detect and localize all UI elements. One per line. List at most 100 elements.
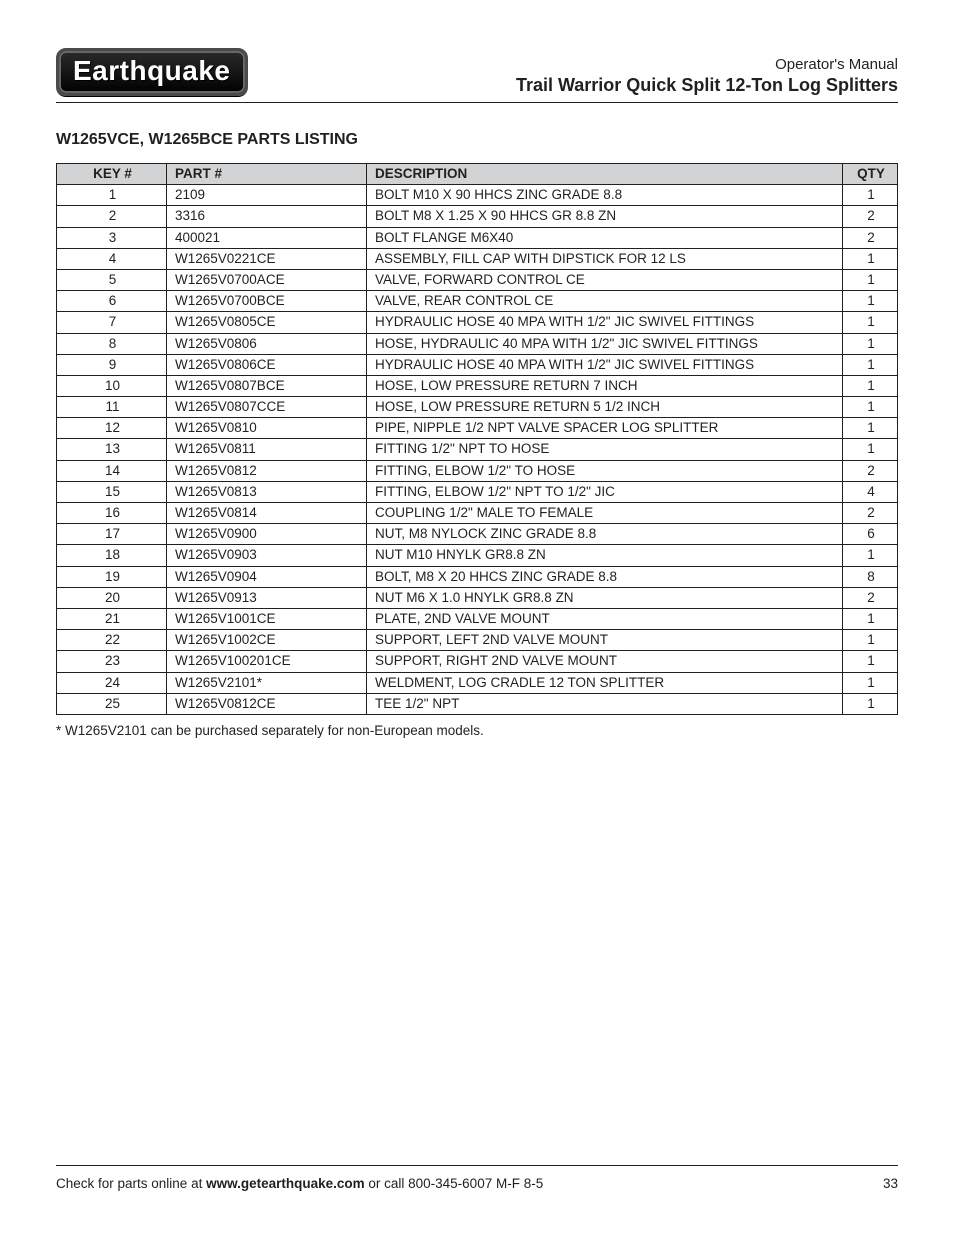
table-cell: 1 (843, 651, 898, 672)
table-cell: 1 (843, 312, 898, 333)
table-cell: W1265V0814 (167, 503, 367, 524)
brand-logo-text: Earthquake (73, 55, 231, 86)
table-row: 23W1265V100201CESUPPORT, RIGHT 2ND VALVE… (57, 651, 898, 672)
table-header-row: KEY # PART # DESCRIPTION QTY (57, 164, 898, 185)
table-row: 11W1265V0807CCEHOSE, LOW PRESSURE RETURN… (57, 397, 898, 418)
table-cell: 22 (57, 630, 167, 651)
table-cell: HYDRAULIC HOSE 40 MPA WITH 1/2" JIC SWIV… (367, 354, 843, 375)
table-cell: 19 (57, 566, 167, 587)
table-cell: 1 (843, 375, 898, 396)
table-cell: 2 (843, 227, 898, 248)
table-row: 8W1265V0806HOSE, HYDRAULIC 40 MPA WITH 1… (57, 333, 898, 354)
footer-prefix: Check for parts online at (56, 1176, 206, 1191)
table-cell: W1265V0903 (167, 545, 367, 566)
table-cell: 1 (57, 185, 167, 206)
table-cell: W1265V0806 (167, 333, 367, 354)
table-cell: 2 (57, 206, 167, 227)
table-cell: FITTING, ELBOW 1/2" NPT TO 1/2" JIC (367, 481, 843, 502)
table-cell: 1 (843, 269, 898, 290)
table-cell: BOLT, M8 X 20 HHCS ZINC GRADE 8.8 (367, 566, 843, 587)
table-cell: 6 (57, 291, 167, 312)
table-cell: 13 (57, 439, 167, 460)
table-cell: 21 (57, 608, 167, 629)
footer-suffix: or call 800-345-6007 M-F 8-5 (365, 1176, 544, 1191)
table-cell: HYDRAULIC HOSE 40 MPA WITH 1/2" JIC SWIV… (367, 312, 843, 333)
table-cell: 1 (843, 354, 898, 375)
table-cell: 5 (57, 269, 167, 290)
table-cell: W1265V0812CE (167, 693, 367, 714)
table-cell: 1 (843, 333, 898, 354)
table-row: 23316BOLT M8 X 1.25 X 90 HHCS GR 8.8 ZN2 (57, 206, 898, 227)
table-cell: W1265V100201CE (167, 651, 367, 672)
table-cell: 8 (57, 333, 167, 354)
footer-text: Check for parts online at www.getearthqu… (56, 1176, 543, 1191)
table-cell: 3 (57, 227, 167, 248)
table-cell: W1265V0913 (167, 587, 367, 608)
table-row: 4W1265V0221CEASSEMBLY, FILL CAP WITH DIP… (57, 248, 898, 269)
table-cell: 4 (843, 481, 898, 502)
table-cell: NUT, M8 NYLOCK ZINC GRADE 8.8 (367, 524, 843, 545)
table-cell: 2 (843, 460, 898, 481)
table-cell: 24 (57, 672, 167, 693)
col-header-desc: DESCRIPTION (367, 164, 843, 185)
col-header-qty: QTY (843, 164, 898, 185)
table-cell: 2109 (167, 185, 367, 206)
brand-logo: Earthquake (56, 48, 248, 96)
page-number: 33 (883, 1176, 898, 1191)
table-cell: FITTING 1/2" NPT TO HOSE (367, 439, 843, 460)
table-row: 22W1265V1002CESUPPORT, LEFT 2ND VALVE MO… (57, 630, 898, 651)
table-cell: 1 (843, 608, 898, 629)
table-cell: W1265V0811 (167, 439, 367, 460)
table-cell: 11 (57, 397, 167, 418)
table-cell: W1265V0805CE (167, 312, 367, 333)
table-cell: 1 (843, 185, 898, 206)
table-cell: W1265V0806CE (167, 354, 367, 375)
table-row: 5W1265V0700ACEVALVE, FORWARD CONTROL CE1 (57, 269, 898, 290)
table-row: 6W1265V0700BCEVALVE, REAR CONTROL CE1 (57, 291, 898, 312)
table-cell: 1 (843, 418, 898, 439)
table-row: 10W1265V0807BCEHOSE, LOW PRESSURE RETURN… (57, 375, 898, 396)
table-cell: BOLT M8 X 1.25 X 90 HHCS GR 8.8 ZN (367, 206, 843, 227)
table-cell: W1265V0700ACE (167, 269, 367, 290)
header-right: Operator's Manual Trail Warrior Quick Sp… (516, 56, 898, 96)
table-cell: VALVE, REAR CONTROL CE (367, 291, 843, 312)
table-cell: 18 (57, 545, 167, 566)
manual-type: Operator's Manual (516, 56, 898, 73)
table-cell: 1 (843, 291, 898, 312)
table-row: 24W1265V2101*WELDMENT, LOG CRADLE 12 TON… (57, 672, 898, 693)
table-cell: 1 (843, 248, 898, 269)
table-cell: 20 (57, 587, 167, 608)
table-row: 18W1265V0903NUT M10 HNYLK GR8.8 ZN1 (57, 545, 898, 566)
table-row: 21W1265V1001CEPLATE, 2ND VALVE MOUNT1 (57, 608, 898, 629)
table-row: 9W1265V0806CEHYDRAULIC HOSE 40 MPA WITH … (57, 354, 898, 375)
table-footnote: * W1265V2101 can be purchased separately… (56, 723, 898, 738)
parts-table: KEY # PART # DESCRIPTION QTY 12109BOLT M… (56, 163, 898, 715)
table-cell: 14 (57, 460, 167, 481)
table-cell: VALVE, FORWARD CONTROL CE (367, 269, 843, 290)
table-row: 15W1265V0813FITTING, ELBOW 1/2" NPT TO 1… (57, 481, 898, 502)
table-cell: SUPPORT, RIGHT 2ND VALVE MOUNT (367, 651, 843, 672)
table-cell: W1265V1002CE (167, 630, 367, 651)
table-row: 17W1265V0900NUT, M8 NYLOCK ZINC GRADE 8.… (57, 524, 898, 545)
table-cell: 12 (57, 418, 167, 439)
table-row: 12109BOLT M10 X 90 HHCS ZINC GRADE 8.81 (57, 185, 898, 206)
table-cell: PIPE, NIPPLE 1/2 NPT VALVE SPACER LOG SP… (367, 418, 843, 439)
table-cell: ASSEMBLY, FILL CAP WITH DIPSTICK FOR 12 … (367, 248, 843, 269)
table-cell: 17 (57, 524, 167, 545)
table-cell: 1 (843, 397, 898, 418)
table-row: 20W1265V0913NUT M6 X 1.0 HNYLK GR8.8 ZN2 (57, 587, 898, 608)
table-cell: 1 (843, 672, 898, 693)
table-row: 12W1265V0810PIPE, NIPPLE 1/2 NPT VALVE S… (57, 418, 898, 439)
table-cell: WELDMENT, LOG CRADLE 12 TON SPLITTER (367, 672, 843, 693)
table-cell: 1 (843, 693, 898, 714)
table-cell: HOSE, LOW PRESSURE RETURN 5 1/2 INCH (367, 397, 843, 418)
page-header: Earthquake Operator's Manual Trail Warri… (56, 48, 898, 103)
table-cell: W1265V0807BCE (167, 375, 367, 396)
table-row: 19W1265V0904BOLT, M8 X 20 HHCS ZINC GRAD… (57, 566, 898, 587)
table-cell: NUT M10 HNYLK GR8.8 ZN (367, 545, 843, 566)
table-cell: 25 (57, 693, 167, 714)
table-row: 3400021BOLT FLANGE M6X402 (57, 227, 898, 248)
table-cell: W1265V2101* (167, 672, 367, 693)
table-cell: W1265V1001CE (167, 608, 367, 629)
table-cell: 2 (843, 587, 898, 608)
